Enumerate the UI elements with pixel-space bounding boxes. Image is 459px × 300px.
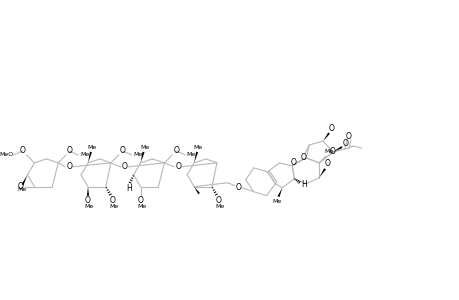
Text: O: O — [330, 147, 335, 156]
Text: Me: Me — [272, 199, 281, 204]
Text: Me: Me — [193, 145, 202, 149]
Text: O: O — [66, 146, 72, 155]
Text: H: H — [301, 180, 307, 189]
Polygon shape — [194, 152, 198, 163]
Text: O: O — [137, 196, 143, 205]
Text: Me: Me — [80, 152, 90, 158]
Text: O: O — [110, 196, 116, 205]
Text: Me: Me — [17, 187, 26, 192]
Text: Me: Me — [109, 204, 118, 209]
Polygon shape — [88, 152, 92, 163]
Text: O: O — [345, 132, 351, 141]
Text: Me: Me — [140, 145, 149, 149]
Text: Me: Me — [84, 204, 93, 209]
Polygon shape — [319, 168, 325, 178]
Text: O: O — [175, 162, 181, 171]
Text: Me: Me — [87, 145, 96, 149]
Polygon shape — [332, 146, 342, 152]
Polygon shape — [322, 133, 329, 141]
Text: O: O — [119, 146, 125, 155]
Text: O: O — [17, 182, 23, 191]
Polygon shape — [140, 152, 144, 163]
Text: Me: Me — [324, 149, 333, 154]
Polygon shape — [22, 175, 28, 185]
Text: H: H — [125, 184, 131, 193]
Text: Me: Me — [215, 204, 224, 209]
Text: O: O — [328, 124, 334, 133]
Polygon shape — [194, 187, 200, 194]
Text: O: O — [20, 146, 25, 155]
Polygon shape — [277, 188, 282, 197]
Text: O: O — [300, 153, 306, 162]
Text: O: O — [122, 162, 127, 171]
Text: O: O — [66, 162, 72, 171]
Text: O: O — [173, 146, 179, 155]
Text: O: O — [216, 196, 221, 205]
Text: Me: Me — [186, 152, 196, 158]
Text: Me: Me — [137, 204, 146, 209]
Text: Me: Me — [133, 152, 142, 158]
Text: MeO: MeO — [0, 152, 14, 158]
Text: O: O — [85, 196, 91, 205]
Polygon shape — [87, 187, 89, 196]
Text: O: O — [342, 139, 348, 148]
Text: O: O — [290, 158, 296, 167]
Text: O: O — [235, 183, 241, 192]
Text: O: O — [324, 159, 329, 168]
